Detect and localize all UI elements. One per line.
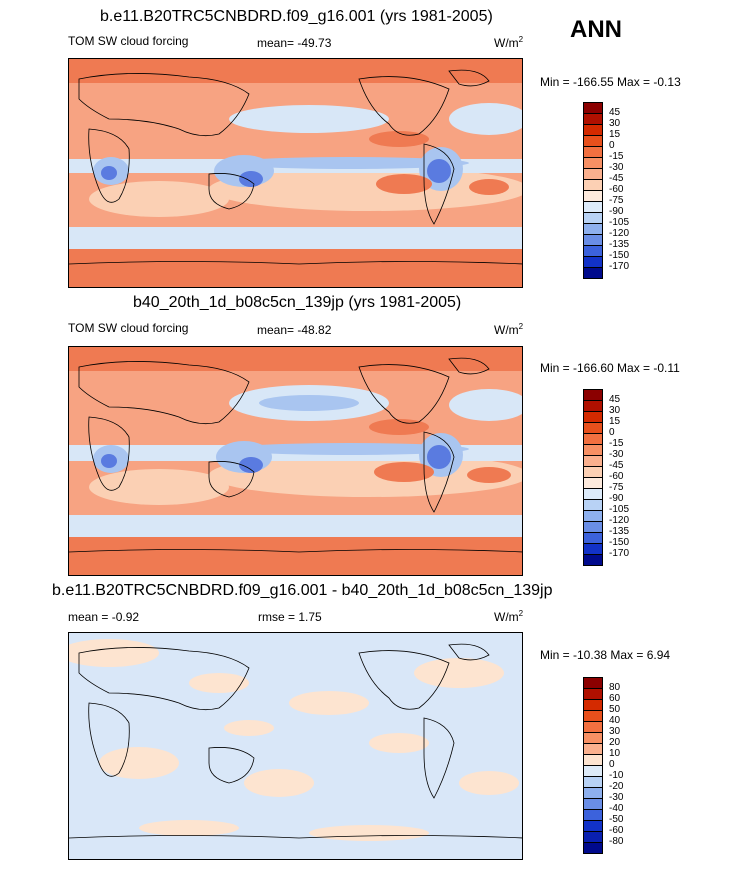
- colorbar-swatch: [583, 842, 603, 854]
- colorbar-tick-label: 40: [609, 715, 621, 726]
- colorbar-tick-label: -45: [609, 460, 624, 471]
- colorbar-tick-label: 0: [609, 427, 615, 438]
- colorbar-tick-label: -15: [609, 438, 624, 449]
- colorbar-tick-label: -170: [609, 261, 630, 272]
- panel-1-title: b.e11.B20TRC5CNBDRD.f09_g16.001 (yrs 198…: [100, 8, 493, 25]
- colorbar-tick-label: -60: [609, 471, 624, 482]
- colorbar-tick-label: -30: [609, 449, 624, 460]
- colorbar-tick-label: -105: [609, 217, 630, 228]
- colorbar-tick-label: -120: [609, 228, 630, 239]
- colorbar-tick-label: 45: [609, 394, 621, 405]
- colorbar-tick-label: 30: [609, 405, 621, 416]
- colorbar-tick-label: -30: [609, 162, 624, 173]
- panel-1-minmax: Min = -166.55 Max = -0.13: [540, 75, 681, 89]
- colorbar-tick-label: 0: [609, 759, 615, 770]
- colorbar-tick-label: 60: [609, 693, 621, 704]
- panel-2-left-label: TOM SW cloud forcing: [68, 321, 189, 335]
- colorbar-tick-label: -10: [609, 770, 624, 781]
- panel-1-mean-label: mean= -49.73: [257, 36, 332, 50]
- colorbar-tick-label: -75: [609, 195, 624, 206]
- colorbar-tick-label: -170: [609, 548, 630, 559]
- panel-1-colorbar: 45 30 15 0 -15 -30 -45 -60 -75 -90 -105 -120 -135 -15…: [583, 102, 663, 280]
- colorbar-tick-label: -60: [609, 184, 624, 195]
- colorbar-tick-label: -50: [609, 814, 624, 825]
- colorbar-tick-label: -20: [609, 781, 624, 792]
- colorbar-tick-label: -135: [609, 526, 630, 537]
- colorbar-tick-label: -135: [609, 239, 630, 250]
- panel-3-colorbar: 80 60 50 40 30 20 10 0 -10 -20 -30 -40 -50 -60 -80: [583, 677, 663, 855]
- panel-2-map-svg: [69, 347, 522, 575]
- colorbar-tick-label: -90: [609, 493, 624, 504]
- panel-3-title: b.e11.B20TRC5CNBDRD.f09_g16.001 - b40_20…: [52, 582, 553, 599]
- colorbar-tick-label: -15: [609, 151, 624, 162]
- colorbar-tick-label: 10: [609, 748, 621, 759]
- season-label: ANN: [570, 16, 622, 43]
- colorbar-tick-label: 15: [609, 129, 621, 140]
- colorbar-tick-label: -30: [609, 792, 624, 803]
- colorbar-tick-label: -45: [609, 173, 624, 184]
- panel-3-units: W/m2: [494, 609, 523, 624]
- panel-3-map-svg: [69, 633, 522, 859]
- colorbar-tick-label: -60: [609, 825, 624, 836]
- panel-2-map: [68, 346, 523, 576]
- colorbar-tick-label: -90: [609, 206, 624, 217]
- panel-3-mean-label: mean = -0.92: [68, 610, 140, 624]
- colorbar-tick-label: 45: [609, 107, 621, 118]
- colorbar-tick-label: -120: [609, 515, 630, 526]
- panel-1-map: [68, 58, 523, 288]
- panel-2-units: W/m2: [494, 322, 523, 337]
- panel-2-colorbar: 45 30 15 0 -15 -30 -45 -60 -75 -90 -105 -120 -135 -15…: [583, 389, 663, 567]
- panel-1-map-svg: [69, 59, 522, 287]
- colorbar-tick-label: -40: [609, 803, 624, 814]
- colorbar-tick-label: -150: [609, 250, 630, 261]
- units-base: W/m: [494, 36, 519, 50]
- panel-2-minmax: Min = -166.60 Max = -0.11: [540, 361, 680, 375]
- panel-1-left-label: TOM SW cloud forcing: [68, 34, 189, 48]
- colorbar-tick-label: 30: [609, 726, 621, 737]
- units-exponent: 2: [518, 609, 524, 618]
- panel-3-rmse-label: rmse = 1.75: [258, 610, 322, 624]
- colorbar-tick-label: 20: [609, 737, 621, 748]
- panel-3-minmax: Min = -10.38 Max = 6.94: [540, 648, 671, 662]
- units-base: W/m: [494, 323, 519, 337]
- colorbar-tick-label: 50: [609, 704, 621, 715]
- colorbar-tick-label: -105: [609, 504, 630, 515]
- colorbar-swatch: [583, 554, 603, 566]
- panel-2-mean-label: mean= -48.82: [257, 323, 332, 337]
- colorbar-tick-label: -150: [609, 537, 630, 548]
- units-base: W/m: [494, 610, 519, 624]
- colorbar-swatch: [583, 267, 603, 279]
- units-exponent: 2: [518, 35, 524, 44]
- panel-3-map: [68, 632, 523, 860]
- colorbar-tick-label: -75: [609, 482, 624, 493]
- colorbar-tick-label: 30: [609, 118, 621, 129]
- colorbar-tick-label: 0: [609, 140, 615, 151]
- colorbar-tick-label: 15: [609, 416, 621, 427]
- units-exponent: 2: [518, 322, 524, 331]
- colorbar-tick-label: -80: [609, 836, 624, 847]
- panel-2-title: b40_20th_1d_b08c5cn_139jp (yrs 1981-2005…: [133, 294, 462, 311]
- colorbar-tick-label: 80: [609, 682, 621, 693]
- panel-1-units: W/m2: [494, 35, 523, 50]
